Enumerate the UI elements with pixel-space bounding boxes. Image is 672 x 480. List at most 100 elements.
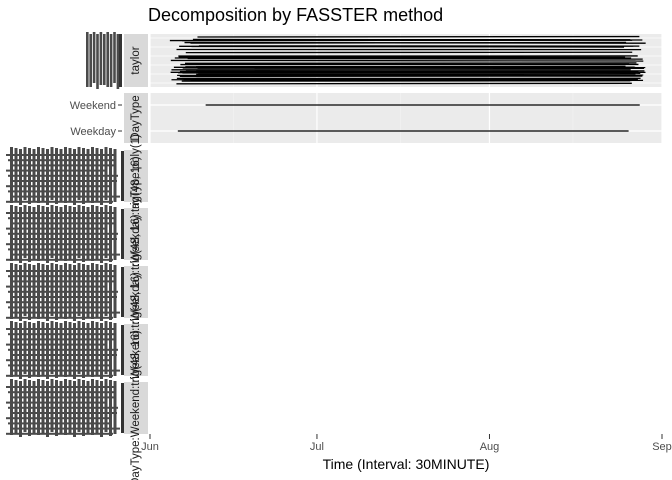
y-tick-labels [6,147,124,205]
panel-background [150,93,662,143]
y-tick-label [14,206,18,259]
y-tick-label [104,147,108,200]
y-tick-label [10,280,114,283]
facet-strip-label: DayType:Weekend:trig(48, 16) [130,330,142,480]
y-tick-label [6,359,110,362]
y-tick-label: Weekend [70,100,116,112]
y-tick-label [41,380,45,433]
y-tick-label [19,207,22,263]
y-tick-label [19,149,22,205]
y-ticks [121,383,124,433]
y-tick-label [8,422,109,425]
y-ticks [121,325,124,375]
facet-strip [124,382,148,434]
y-tick-label [8,290,118,293]
y-tick-label [10,253,120,256]
y-tick-label [6,432,113,435]
facet-strip [124,93,148,143]
x-axis-title: Time (Interval: 30MINUTE) [323,456,490,472]
y-tick-label [6,401,107,404]
facet-panels: taylor DayType Weekend Weekday DayType:poly(… [6,32,663,480]
y-tick-label [96,34,99,89]
facet-strip [124,324,148,376]
y-tick-label [104,263,108,316]
y-tick-label [68,264,72,317]
y-tick-label [6,200,113,203]
y-tick-label [6,386,116,388]
series-line [170,59,644,62]
y-tick-label [23,263,27,316]
y-tick-label [77,321,81,374]
y-tick-label [73,207,76,263]
y-tick-label [73,149,76,205]
y-tick-label [95,206,99,259]
y-tick-label [6,169,107,172]
y-tick-label [10,396,114,399]
y-tick-label [50,205,54,258]
y-tick-label [10,164,114,167]
y-tick-label [6,374,113,377]
y-tick-label [50,321,54,374]
y-tick-label [8,364,109,367]
y-tick-label [6,343,107,346]
y-tick-labels [6,263,124,321]
y-tick-label [68,322,72,375]
y-tick-label [10,222,114,225]
y-tick-label [77,263,81,316]
y-tick-label [116,34,120,89]
y-tick-label [19,265,22,321]
y-tick-label [95,322,99,375]
y-tick-label [6,417,110,420]
facet-0: taylor [86,32,663,89]
y-tick-label: Weekday [70,126,116,138]
y-tick-label [113,32,116,83]
y-tick-label [6,227,107,230]
y-tick-label [46,207,49,263]
y-tick-label [77,205,81,258]
facet-strip-label: taylor [130,46,142,74]
y-tick-label [6,270,116,272]
y-tick-label [46,381,49,437]
y-tick-label [46,323,49,379]
y-tick-label [8,190,109,193]
y-tick-label [46,149,49,205]
y-tick-label [6,185,110,188]
y-tick-label [104,321,108,374]
facet-strip [124,266,148,318]
y-tick-label [109,34,113,87]
y-tick-label [73,323,76,379]
y-tick-label [99,32,103,85]
y-tick-label [68,148,72,201]
y-tick-label [8,306,109,309]
y-tick-label [46,265,49,321]
y-tick-label [68,206,72,259]
y-tick-label [10,296,117,298]
y-tick-labels [86,32,122,89]
y-tick-label [8,217,115,220]
y-tick-label [23,147,27,200]
facet-2: DayType:poly(1) [6,134,148,218]
y-tick-label [8,232,118,235]
y-tick-label [50,379,54,432]
y-tick-label [95,264,99,317]
y-tick-label [77,379,81,432]
y-tick-label [89,34,92,87]
y-tick-label [8,348,118,351]
y-tick-label [41,148,45,201]
y-tick-label [100,265,103,321]
y-tick-label [50,263,54,316]
y-tick-label [95,148,99,201]
y-tick-label [106,32,109,87]
facet-strip [124,150,148,202]
y-tick-label [6,154,116,156]
y-tick-label [104,379,108,432]
y-tick-label [10,369,120,372]
y-tick-label [100,149,103,205]
y-ticks [121,267,124,317]
y-tick-label [6,243,110,246]
y-tick-label [10,195,120,198]
y-tick-label [100,323,103,379]
y-tick-labels [6,379,124,437]
y-tick-label [8,333,115,336]
